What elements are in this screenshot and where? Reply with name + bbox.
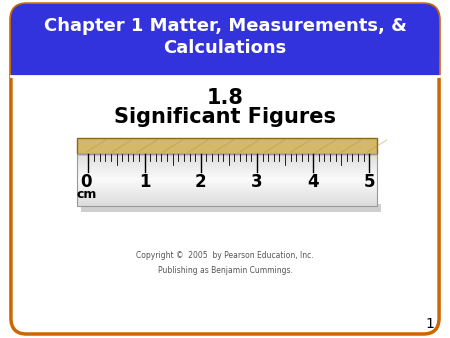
Text: 3: 3 (251, 173, 263, 191)
Bar (77, 169, 377, 171)
Text: 5: 5 (364, 173, 375, 191)
Bar (77, 153, 377, 156)
Text: 1: 1 (425, 317, 434, 331)
Text: 1.8: 1.8 (207, 88, 243, 108)
Bar (77, 192, 377, 194)
Bar (77, 190, 377, 192)
Bar (77, 178, 377, 180)
Bar (77, 154, 377, 206)
Bar (11, 58, 439, 76)
Bar (77, 188, 377, 190)
Bar (77, 162, 377, 164)
Bar (77, 164, 377, 166)
Text: Significant Figures: Significant Figures (114, 107, 336, 127)
Bar (77, 167, 377, 170)
Bar (77, 155, 377, 158)
Bar (77, 173, 377, 175)
FancyBboxPatch shape (11, 4, 439, 334)
Bar (77, 200, 377, 202)
Text: Copyright ©  2005  by Pearson Education, Inc.
Publishing as Benjamin Cummings.: Copyright © 2005 by Pearson Education, I… (136, 251, 314, 275)
Bar (77, 159, 377, 161)
Bar (77, 183, 377, 185)
Bar (77, 174, 377, 176)
Bar (77, 161, 377, 163)
Bar (81, 204, 381, 212)
Bar (77, 198, 377, 201)
FancyBboxPatch shape (11, 4, 439, 76)
Text: 1: 1 (139, 173, 150, 191)
Bar (77, 193, 377, 196)
Text: cm: cm (76, 189, 97, 201)
Bar (77, 171, 377, 173)
Text: Chapter 1 Matter, Measurements, &: Chapter 1 Matter, Measurements, & (44, 17, 406, 35)
Bar (77, 181, 377, 184)
Text: Calculations: Calculations (163, 39, 287, 57)
Bar (77, 195, 377, 197)
Bar (77, 185, 377, 187)
Bar (77, 138, 377, 154)
Text: 2: 2 (195, 173, 207, 191)
Bar (77, 202, 377, 204)
Bar (77, 176, 377, 178)
Bar (77, 187, 377, 189)
Bar (77, 166, 377, 168)
Text: 4: 4 (307, 173, 319, 191)
Text: 0: 0 (81, 173, 92, 191)
Bar (77, 179, 377, 182)
Bar (77, 204, 377, 206)
Bar (77, 157, 377, 159)
Bar (77, 197, 377, 199)
